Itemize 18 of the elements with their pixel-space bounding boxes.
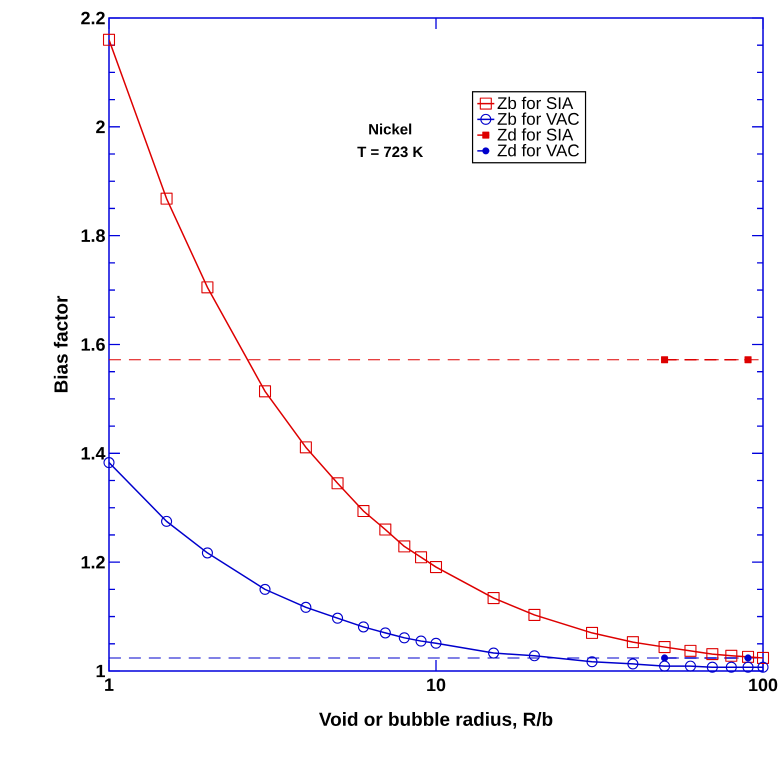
y-tick-label: 1 xyxy=(96,664,105,678)
x-tick-label: 100 xyxy=(749,678,778,692)
y-tick-label: 2 xyxy=(96,120,105,134)
y-axis-title: Bias factor xyxy=(54,296,68,392)
y-tick-label: 1.4 xyxy=(82,447,106,460)
y-tick-label: 2.2 xyxy=(81,12,105,24)
annotation: Nickel xyxy=(369,124,412,134)
x-tick-label: 10 xyxy=(427,678,446,692)
y-tick-label: 1.2 xyxy=(82,556,105,568)
annotation: T = 723 K xyxy=(357,146,424,158)
legend-label: Zd for SIA xyxy=(498,128,574,141)
legend-label: Zb for VAC xyxy=(498,112,579,125)
x-tick-label: 1 xyxy=(105,678,114,691)
x-axis-title: Void or bubble radius, R/b xyxy=(319,712,552,729)
y-tick-label: 1.8 xyxy=(82,229,105,242)
legend-label: Zb for SIA xyxy=(498,96,574,110)
legend-label: Zd for VAC xyxy=(498,144,579,156)
y-tick-label: 1.6 xyxy=(82,338,105,351)
